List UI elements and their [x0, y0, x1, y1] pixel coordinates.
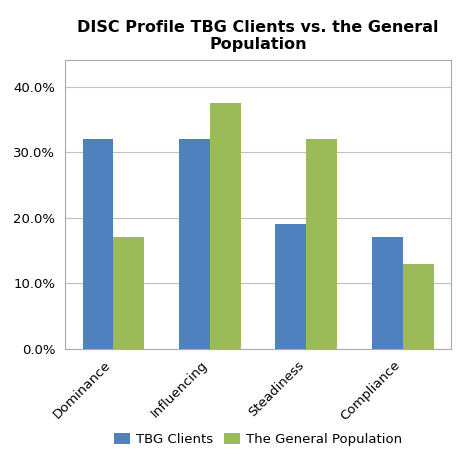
Bar: [372, 237, 403, 349]
Bar: [306, 139, 337, 349]
Title: DISC Profile TBG Clients vs. the General
Population: DISC Profile TBG Clients vs. the General…: [77, 20, 439, 53]
Bar: [83, 139, 113, 349]
Bar: [179, 139, 210, 349]
Bar: [275, 224, 306, 349]
Bar: [403, 264, 433, 349]
Legend: TBG Clients, The General Population: TBG Clients, The General Population: [108, 428, 408, 452]
Bar: [113, 237, 144, 349]
Bar: [210, 103, 241, 349]
